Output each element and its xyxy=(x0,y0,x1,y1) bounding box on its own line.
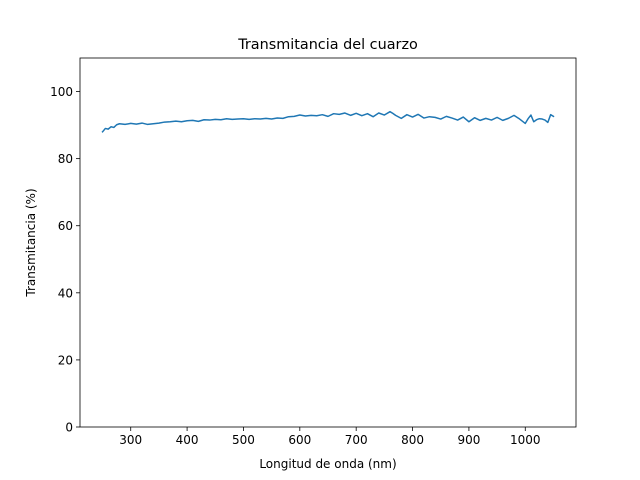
x-tick-label: 300 xyxy=(119,433,142,447)
y-tick-label: 80 xyxy=(58,152,73,166)
y-tick-label: 40 xyxy=(58,286,73,300)
x-tick-label: 700 xyxy=(345,433,368,447)
y-tick-label: 0 xyxy=(65,421,73,435)
x-axis-ticks: 300 400 500 600 700 800 900 1000 xyxy=(119,427,541,447)
y-axis-label: Transmitancia (%) xyxy=(24,188,38,297)
y-tick-label: 20 xyxy=(58,353,73,367)
x-tick-label: 500 xyxy=(232,433,255,447)
x-axis-label: Longitud de onda (nm) xyxy=(259,457,396,471)
x-tick-label: 900 xyxy=(457,433,480,447)
plot-frame xyxy=(79,57,577,428)
transmittance-line xyxy=(101,110,555,133)
chart-title: Transmitancia del cuarzo xyxy=(237,37,418,53)
x-tick-label: 400 xyxy=(176,433,199,447)
y-tick-label: 100 xyxy=(50,85,73,99)
x-tick-label: 600 xyxy=(288,433,311,447)
y-tick-label: 60 xyxy=(58,219,73,233)
x-tick-label: 1000 xyxy=(510,433,541,447)
x-tick-label: 800 xyxy=(401,433,424,447)
y-axis-ticks: 0 20 40 60 80 100 xyxy=(50,85,80,435)
